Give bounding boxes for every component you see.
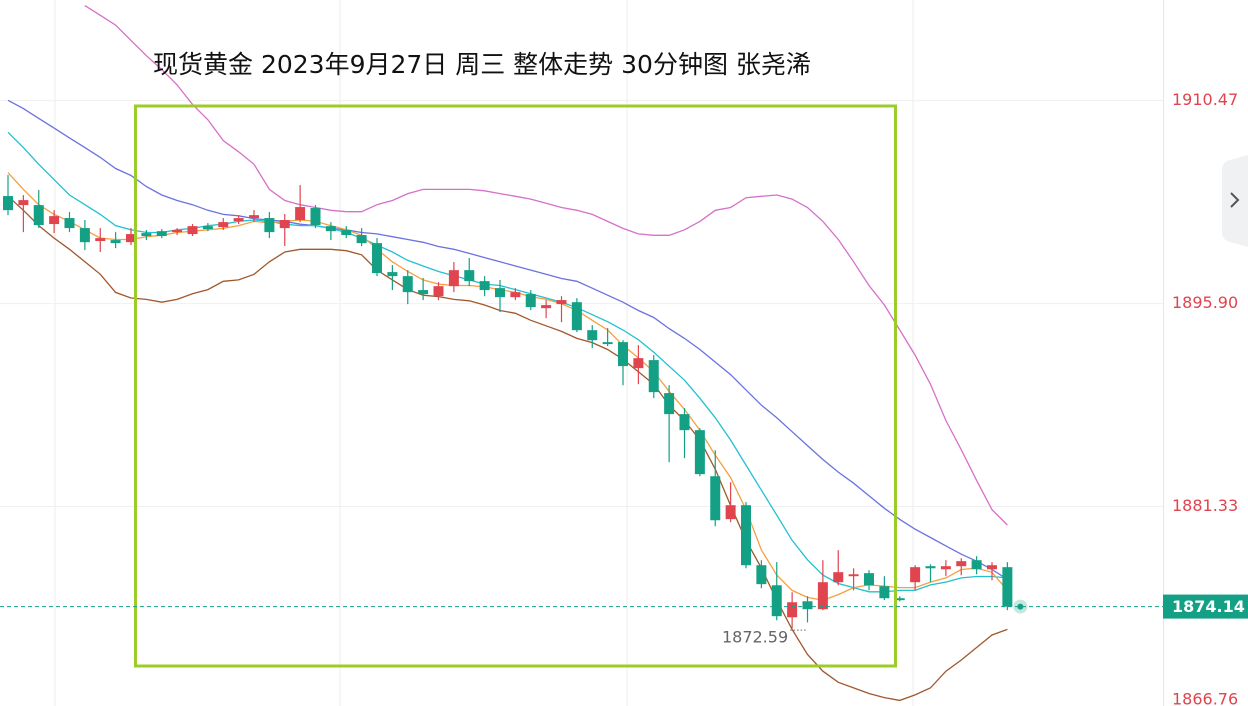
scroll-button-bg[interactable] (1222, 155, 1248, 247)
candle-body (787, 602, 798, 618)
candle-body (141, 233, 152, 237)
y-axis: 1910.47 1895.90 1881.33 1866.76 (1172, 90, 1238, 706)
candle-body (49, 216, 60, 225)
candle-body (541, 305, 552, 309)
low-annotation: 1872.59 (722, 628, 788, 647)
candle-body (479, 281, 490, 291)
candle-body (372, 243, 382, 274)
candle-body (664, 393, 675, 415)
candle-body (187, 226, 198, 235)
candle-body (940, 566, 951, 570)
indicator-line (7, 172, 1008, 601)
candle-body (249, 215, 259, 219)
candle-body (202, 226, 213, 230)
y-tick-label: 1866.76 (1172, 690, 1238, 706)
y-tick-label: 1895.90 (1172, 293, 1238, 312)
candle-body (587, 330, 598, 341)
scroll-button[interactable] (1222, 155, 1248, 247)
candle-body (325, 226, 336, 232)
candle-body (679, 414, 690, 431)
candle-body (418, 290, 429, 295)
candle-body (495, 288, 505, 298)
candle-body (79, 228, 90, 243)
candle-body (341, 230, 352, 236)
candle-body (387, 272, 398, 277)
y-tick-label: 1910.47 (1172, 90, 1238, 109)
current-price-dot (1017, 603, 1024, 610)
candle-body (126, 234, 136, 243)
chevron-icon[interactable] (1230, 192, 1240, 208)
candle-body (741, 505, 751, 566)
candle-body (279, 220, 290, 229)
candle-body (264, 218, 275, 233)
candle-body (448, 270, 459, 287)
candle-body (356, 235, 367, 244)
candle-body (464, 270, 475, 282)
candle-body (233, 218, 244, 222)
highlight-box (134, 104, 897, 668)
candle-body (910, 567, 921, 583)
candle-body (710, 476, 721, 521)
indicator-line (7, 99, 1008, 580)
candle-body (756, 565, 767, 585)
candle-body (618, 342, 628, 367)
current-price-label: 1874.14 (1172, 597, 1245, 616)
candle-body (956, 561, 967, 567)
candle-body (987, 565, 997, 570)
candle-body (925, 566, 936, 569)
candle-body (833, 572, 844, 583)
candle-body (879, 586, 890, 599)
candle-body (525, 294, 536, 308)
candle-body (894, 598, 905, 601)
candle-body (848, 574, 859, 577)
candle-body (110, 240, 121, 244)
chart-title: 现货黄金 2023年9月27日 周三 整体走势 30分钟图 张尧浠 (153, 50, 811, 79)
candle-body (864, 573, 874, 586)
candle-body (433, 286, 444, 297)
candle-body (172, 230, 183, 233)
candle-body (602, 342, 613, 345)
candle-body (402, 276, 413, 293)
candle-body (3, 196, 13, 211)
candle-body (694, 430, 705, 475)
candle-body (817, 582, 828, 610)
candle-body (771, 585, 782, 617)
y-tick-label: 1881.33 (1172, 496, 1238, 515)
candle-body (510, 292, 521, 298)
candle-body (156, 231, 167, 237)
candle-body (571, 302, 582, 331)
candle-body (725, 505, 736, 520)
indicator-line (84, 5, 1008, 526)
candle-body (648, 360, 659, 393)
candle-body (1002, 567, 1013, 607)
candle-body (633, 358, 644, 369)
candles (3, 175, 1013, 629)
candle-body (33, 205, 44, 226)
candle-body (218, 222, 229, 228)
current-price-box (1163, 594, 1248, 619)
candle-body (64, 218, 75, 229)
indicator-line (7, 195, 1008, 702)
candle-body (310, 208, 321, 226)
candle-body (971, 560, 982, 570)
candle-body (18, 200, 29, 206)
candle-body (295, 207, 306, 221)
candle-body (95, 238, 106, 242)
candle-body (556, 300, 567, 305)
candle-body (802, 601, 813, 610)
